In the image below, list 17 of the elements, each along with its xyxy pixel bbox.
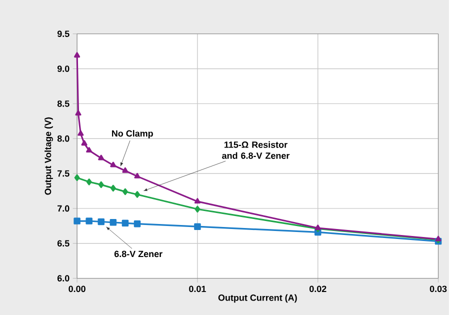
x-tick-label: 0.00 xyxy=(68,286,86,292)
annotation: 115-Ω Resistor and 6.8-V Zener xyxy=(222,141,290,159)
y-tick-label: 8.0 xyxy=(57,135,70,142)
x-tick-label: 0.03 xyxy=(430,286,447,292)
annotation: 6.8-V Zener xyxy=(114,250,162,257)
x-tick-label: 0.01 xyxy=(189,286,206,292)
y-tick-label: 7.0 xyxy=(58,205,70,212)
y-tick-label: 9.5 xyxy=(57,30,70,37)
y-tick-label: 6.0 xyxy=(57,274,70,282)
y-tick-label: 8.5 xyxy=(57,100,70,107)
y-axis-title: Output Voltage (V) xyxy=(44,117,53,195)
y-tick-label: 9.0 xyxy=(57,65,70,72)
annotation: No Clamp xyxy=(112,130,153,138)
y-tick-label: 6.5 xyxy=(57,240,70,246)
x-tick-label: 0.02 xyxy=(309,286,326,292)
y-tick-label: 7.5 xyxy=(58,170,70,177)
x-axis-title: Output Current (A) xyxy=(218,294,297,303)
